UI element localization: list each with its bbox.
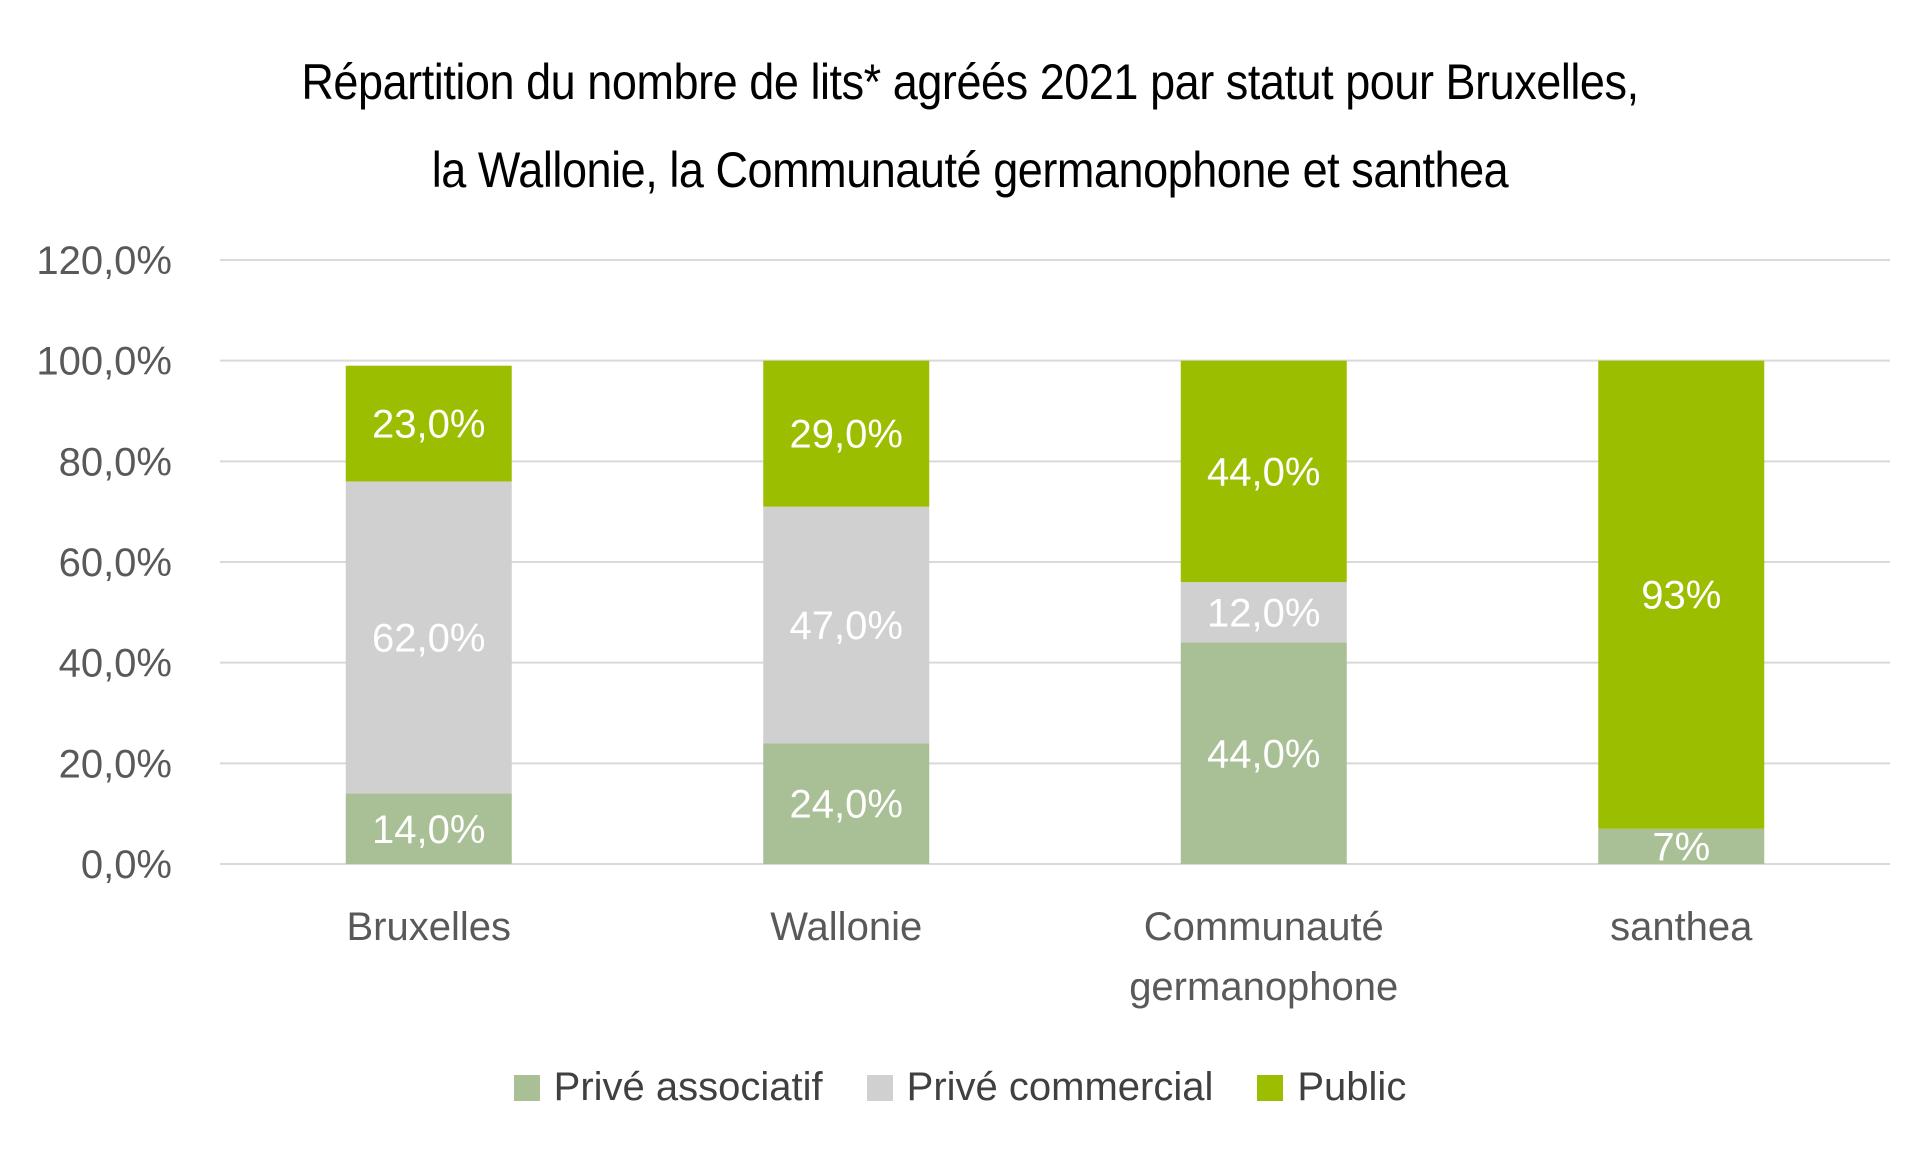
data-label: 93% [1641, 574, 1721, 618]
chart-title-line-1: Répartition du nombre de lits* agréés 20… [301, 54, 1639, 110]
bar-segment [763, 743, 930, 864]
bar-segment [1180, 582, 1347, 643]
legend-item-public: Public [1257, 1065, 1406, 1110]
data-label: 7% [1652, 825, 1710, 869]
legend: Privé associatif Privé commercial Public [0, 1065, 1920, 1110]
bar-segment [1598, 360, 1765, 829]
legend-label-prive-commercial: Privé commercial [906, 1065, 1214, 1109]
bar-segment [345, 793, 512, 864]
legend-swatch-prive-commercial [866, 1074, 893, 1101]
y-tick-label: 120,0% [36, 239, 172, 283]
bar-segment [1180, 360, 1347, 583]
bar-segment [1598, 828, 1765, 864]
bar-segment [1180, 642, 1347, 864]
y-tick-label: 60,0% [59, 541, 172, 585]
legend-item-prive-commercial: Privé commercial [866, 1065, 1214, 1110]
legend-label-public: Public [1297, 1065, 1407, 1109]
data-label: 23,0% [372, 403, 485, 447]
x-category-label: Communauté [1144, 905, 1384, 949]
data-label: 29,0% [790, 413, 903, 457]
y-tick-label: 40,0% [59, 642, 172, 686]
x-category-label: santhea [1610, 905, 1753, 949]
legend-swatch-public [1257, 1074, 1284, 1101]
data-label: 47,0% [790, 604, 903, 648]
x-category-label: Wallonie [770, 905, 922, 949]
y-tick-label: 100,0% [36, 340, 172, 384]
chart-title-line-2: la Wallonie, la Communauté germanophone … [431, 142, 1509, 198]
chart-title: Répartition du nombre de lits* agréés 20… [97, 38, 1843, 214]
y-tick-label: 0,0% [81, 843, 172, 887]
legend-label-prive-associatif: Privé associatif [553, 1065, 823, 1109]
data-label: 24,0% [790, 783, 903, 827]
bar-segment [763, 360, 930, 507]
bar-segment [763, 506, 930, 744]
y-tick-label: 20,0% [59, 742, 172, 786]
x-category-label: Bruxelles [346, 905, 511, 949]
data-label: 62,0% [372, 617, 485, 661]
y-tick-label: 80,0% [59, 440, 172, 484]
bar-segment [345, 481, 512, 794]
legend-item-prive-associatif: Privé associatif [513, 1065, 823, 1110]
data-label: 12,0% [1207, 591, 1320, 635]
bar-segment [345, 365, 512, 482]
data-label: 14,0% [372, 808, 485, 852]
legend-swatch-prive-associatif [513, 1074, 540, 1101]
data-label: 44,0% [1207, 450, 1320, 494]
x-category-label: germanophone [1129, 965, 1398, 1009]
data-label: 44,0% [1207, 732, 1320, 776]
